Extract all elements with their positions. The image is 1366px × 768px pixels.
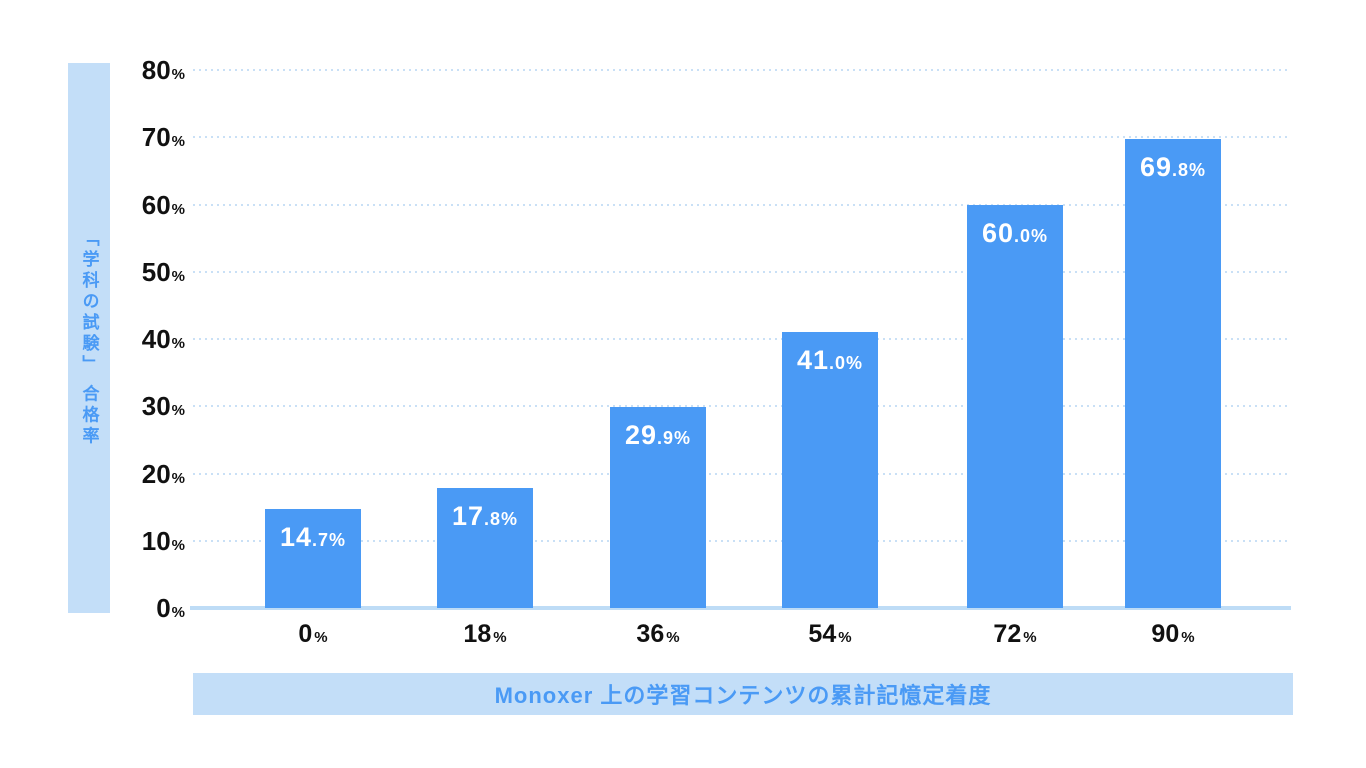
bar-value-label: 17.8% [451, 501, 519, 532]
x-axis-line [190, 606, 1291, 610]
y-tick-label-0: 0% [156, 593, 185, 623]
gridline-50 [193, 270, 1291, 273]
gridline-80 [193, 69, 1291, 71]
gridline-10 [193, 539, 1291, 542]
x-tick-label-18: 18% [463, 620, 507, 648]
y-tick-label-20: 20% [141, 458, 185, 489]
y-tick-label-10: 10% [141, 525, 185, 556]
y-tick-label-80: 80% [141, 55, 185, 85]
y-tick-label-70: 70% [141, 122, 185, 153]
bar-value-label: 41.0% [796, 345, 864, 376]
gridline-70 [193, 136, 1291, 139]
bar-value-label: 29.9% [624, 419, 692, 450]
gridline-30 [193, 405, 1291, 408]
gridline-40 [193, 338, 1291, 340]
bar-72pct: 60.0% [967, 204, 1063, 608]
x-tick-label-54: 54% [808, 620, 852, 648]
y-axis-title: 「学科の試験」 合格率 [79, 228, 99, 448]
x-tick-label-36: 36% [636, 620, 680, 648]
bar-value-label: 60.0% [981, 217, 1049, 248]
bar-36pct: 29.9% [610, 406, 706, 608]
gridline-60 [193, 203, 1291, 206]
bar-0pct: 14.7% [265, 509, 361, 608]
x-tick-label-0: 0% [298, 620, 328, 648]
bar-54pct: 41.0% [782, 332, 878, 608]
y-tick-label-60: 60% [141, 189, 185, 220]
bar-18pct: 17.8% [437, 488, 533, 608]
bar-value-label: 14.7% [279, 522, 347, 553]
bar-value-label: 69.8% [1139, 151, 1207, 182]
y-tick-label-30: 30% [141, 391, 185, 422]
x-axis-title: Monoxer 上の学習コンテンツの累計記憶定着度 [494, 683, 992, 708]
gridline-20 [193, 472, 1291, 475]
bar-90pct: 69.8% [1125, 138, 1221, 608]
x-tick-label-72: 72% [993, 620, 1037, 648]
x-tick-label-90: 90% [1151, 620, 1195, 648]
x-axis-title-band: Monoxer 上の学習コンテンツの累計記憶定着度 [193, 673, 1293, 715]
y-tick-label-40: 40% [141, 324, 185, 354]
y-axis-title-band: 「学科の試験」 合格率 [68, 63, 110, 613]
y-tick-label-50: 50% [141, 256, 185, 287]
